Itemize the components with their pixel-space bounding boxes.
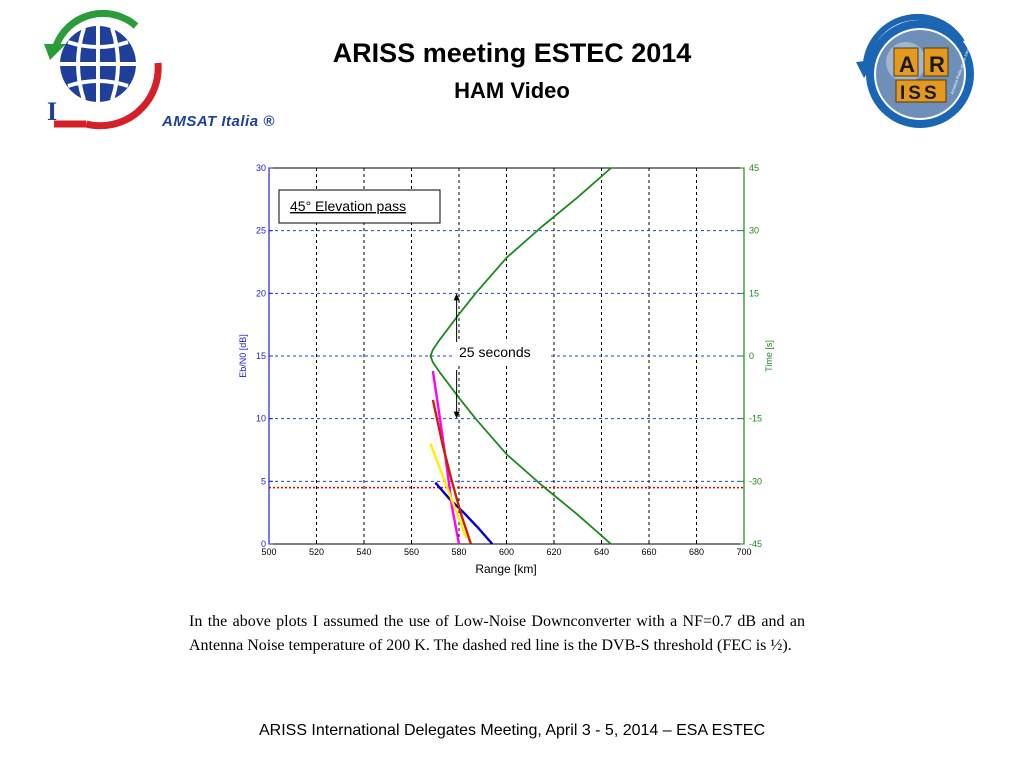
x-tick-label: 620 <box>546 547 561 557</box>
y-tick-label: 15 <box>256 351 266 361</box>
grid-lines <box>269 168 744 544</box>
annotation-elevation: 45° Elevation pass <box>290 198 406 214</box>
logo-right-letter-r: R <box>929 52 945 77</box>
x-axis-label: Range [km] <box>475 562 536 576</box>
x-tick-label: 640 <box>594 547 609 557</box>
y2-tick-label: 30 <box>749 226 759 236</box>
annotation-25s-bg <box>453 340 549 364</box>
note-paragraph: In the above plots I assumed the use of … <box>189 613 805 654</box>
arrow-up-head <box>453 293 460 301</box>
series-line-1 <box>434 481 494 545</box>
y2-tick-label: -45 <box>749 539 762 549</box>
ariss-logo: A R ISS Amateur Radio on the Internation… <box>856 12 982 128</box>
y-tick-label: 25 <box>256 226 266 236</box>
logo-right-letter-a: A <box>899 52 915 77</box>
x-tick-label: 660 <box>641 547 656 557</box>
x-tick-label: 520 <box>309 547 324 557</box>
x-tick-label: 560 <box>404 547 419 557</box>
amsat-italia-logo: I <box>44 9 162 130</box>
series-line-0 <box>429 167 612 545</box>
annotations: 45° Elevation pass 25 seconds <box>278 189 549 364</box>
arrow-down-head <box>453 411 460 419</box>
series-group <box>429 167 612 545</box>
arrows <box>453 293 460 419</box>
y-tick-label: 5 <box>261 476 266 486</box>
logo-left-letter: I <box>47 97 57 126</box>
y2-tick-label: 45 <box>749 163 759 173</box>
legend-box <box>278 189 441 224</box>
x-tick-label: 700 <box>736 547 751 557</box>
x-tick-label: 680 <box>689 547 704 557</box>
ebn0-range-chart: 500 520 540 560 580 600 620 640 660 680 700 0 5 10 15 2… <box>238 163 774 576</box>
y2-tick-label: 15 <box>749 288 759 298</box>
annotation-25-seconds: 25 seconds <box>459 344 531 360</box>
logo-right-iss: ISS <box>900 83 940 104</box>
y2-tick-label: 0 <box>749 351 754 361</box>
axes: 500 520 540 560 580 600 620 640 660 680 700 0 5 10 15 2… <box>256 163 762 557</box>
y-tick-label: 20 <box>256 288 266 298</box>
y2-tick-label: -30 <box>749 476 762 486</box>
x-tick-label: 580 <box>451 547 466 557</box>
y-axis-label: Eb/N0 [dB] <box>238 334 248 378</box>
series-line-4 <box>431 399 473 545</box>
x-tick-label: 540 <box>356 547 371 557</box>
x-tick-label: 600 <box>499 547 514 557</box>
y2-axis-label: Time [s] <box>764 340 774 372</box>
amsat-italia-text: AMSAT Italia ® <box>162 113 275 130</box>
y-tick-label: 0 <box>261 539 266 549</box>
x-tick-label: 500 <box>261 547 276 557</box>
series-line-2 <box>431 370 461 545</box>
y-tick-label: 30 <box>256 163 266 173</box>
slide-subtitle: HAM Video <box>454 78 570 103</box>
slide-title: ARISS meeting ESTEC 2014 <box>332 38 692 68</box>
series-line-3 <box>429 443 468 539</box>
slide-footer: ARISS International Delegates Meeting, A… <box>258 722 766 739</box>
y-tick-label: 10 <box>256 414 266 424</box>
y2-tick-label: -15 <box>749 414 762 424</box>
